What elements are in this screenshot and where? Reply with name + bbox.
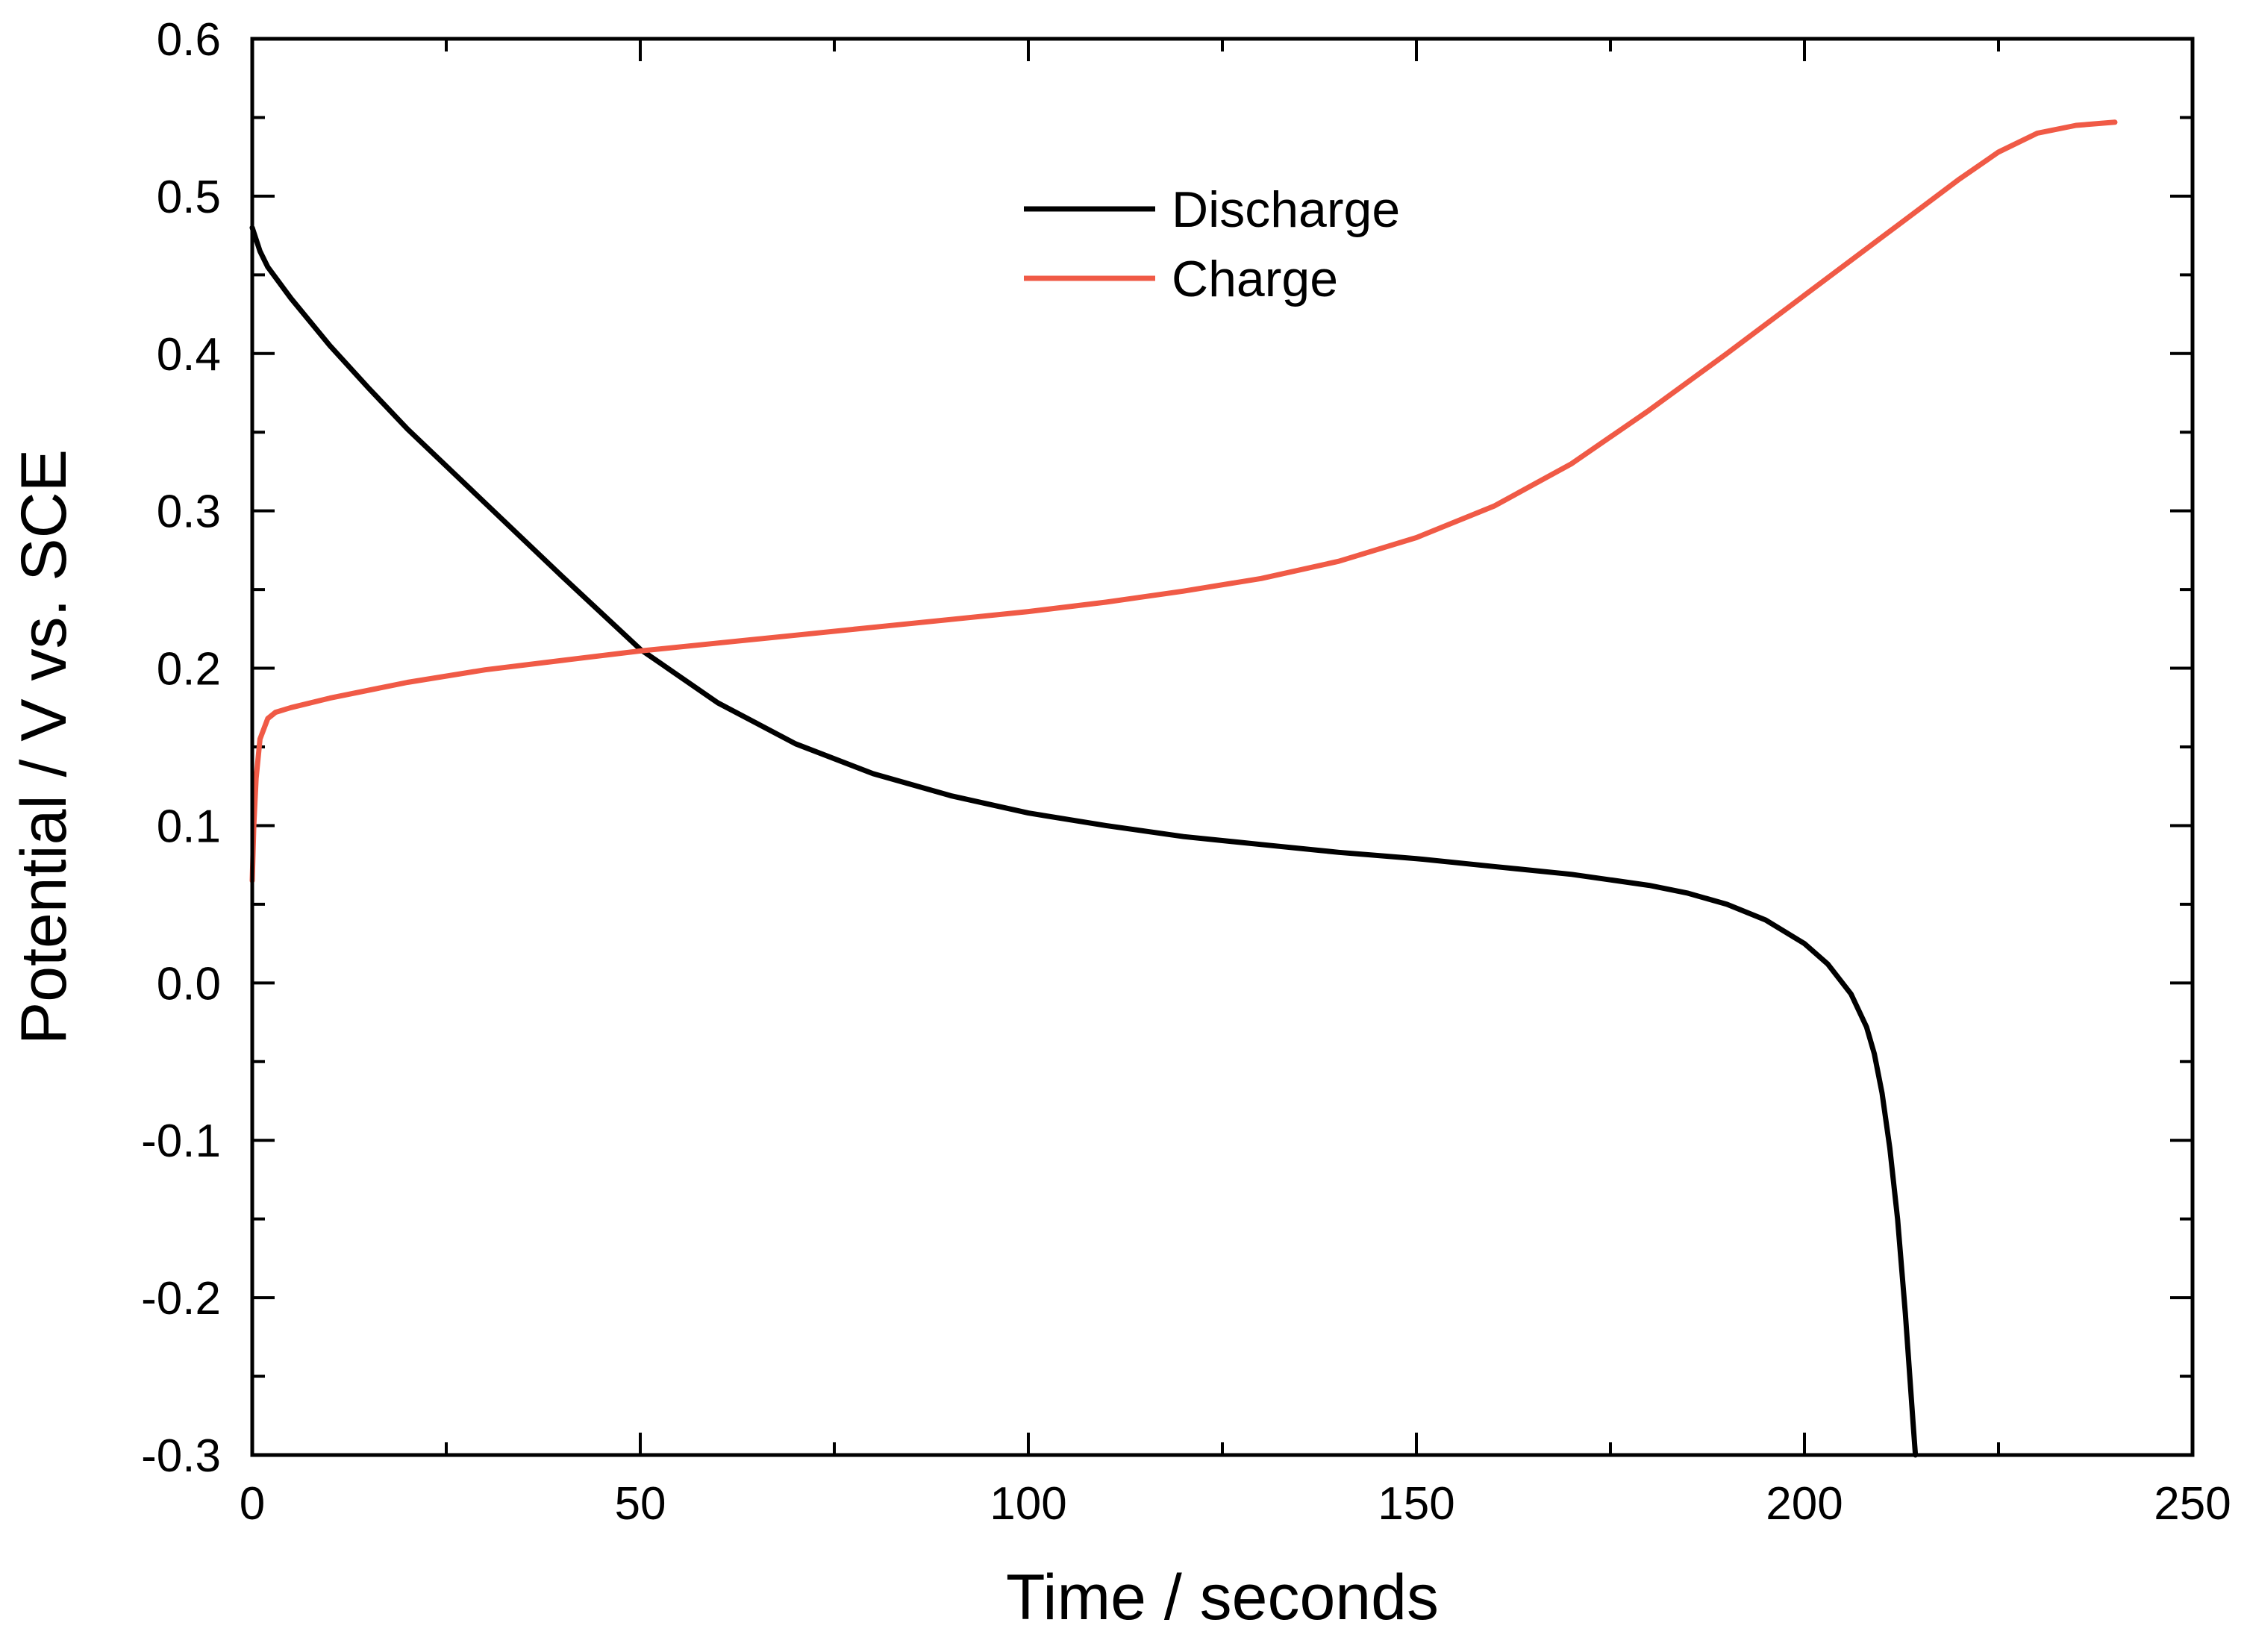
series-layer	[249, 119, 2118, 1458]
y-tick-label: -0.3	[141, 1430, 221, 1482]
y-tick-label: 0.0	[157, 958, 221, 1010]
x-tick-label: 50	[615, 1478, 666, 1530]
y-tick-label: 0.3	[157, 486, 221, 538]
x-tick-label: 100	[990, 1478, 1066, 1530]
tick-labels-layer: 0 50 100 150 200 250 -0.3 -0.2 -0.1 0.0 0.1 0.2 0.3 0…	[141, 14, 2231, 1530]
series-line-charge	[249, 119, 2118, 883]
x-tick-label: 150	[1378, 1478, 1454, 1530]
legend-label-charge: Charge	[1172, 251, 1338, 307]
x-tick-label: 0	[240, 1478, 265, 1530]
y-tick-label: 0.2	[157, 644, 221, 695]
y-tick-label: 0.6	[157, 14, 221, 66]
y-tick-label: -0.1	[141, 1116, 221, 1167]
y-tick-label: 0.5	[157, 172, 221, 223]
legend-label-discharge: Discharge	[1172, 181, 1400, 238]
plot-frame	[250, 37, 2195, 1457]
x-axis-title: Time / seconds	[1006, 1562, 1439, 1633]
y-tick-label: 0.4	[157, 329, 221, 381]
y-tick-label: -0.2	[141, 1273, 221, 1324]
y-tick-label: 0.1	[157, 801, 221, 852]
y-axis-title: Potential / V vs. SCE	[8, 449, 80, 1045]
x-tick-label: 250	[2154, 1478, 2231, 1530]
series-line-discharge	[249, 225, 1919, 1458]
x-tick-label: 200	[1766, 1478, 1843, 1530]
legend: Discharge Charge	[1024, 181, 1400, 307]
